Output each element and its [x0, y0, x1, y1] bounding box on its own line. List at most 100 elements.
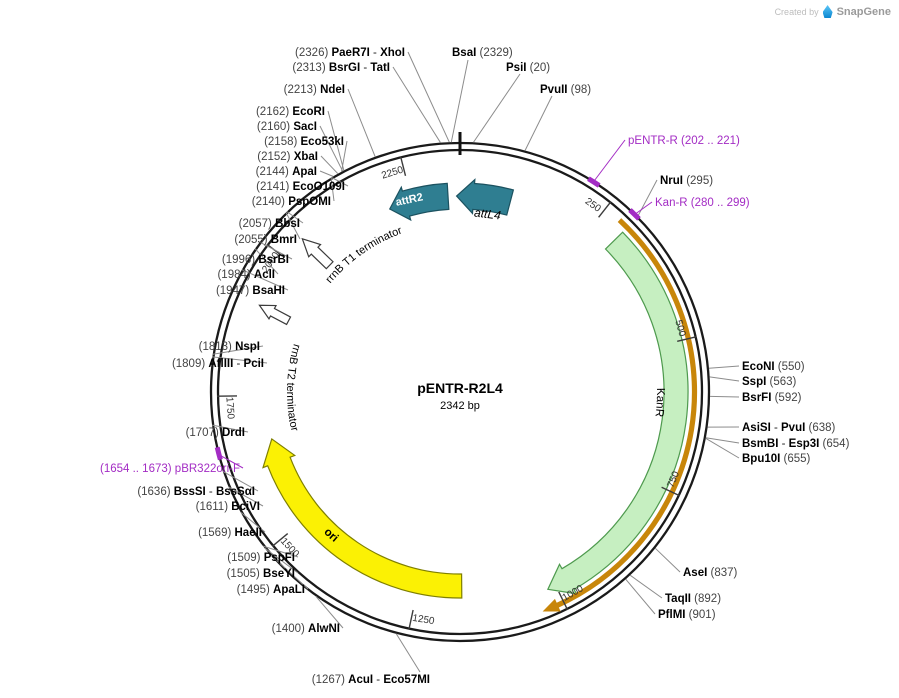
callout-line-pspfi: [262, 545, 299, 558]
site-label-nspi[interactable]: (1813) NspI: [199, 341, 260, 353]
callout-line-bcivi: [228, 486, 264, 507]
callout-line-afliii-pcii: [212, 356, 268, 364]
feature-label-rrnb-t2-terminator[interactable]: rrnB T2 terminator: [284, 343, 303, 433]
plasmid-title: pENTR-R2L4: [417, 380, 503, 396]
callout-line-bbsi: [286, 211, 304, 224]
feature-rrnb-t1-terminator[interactable]: [296, 233, 335, 272]
site-label-bsmbi-esp3i[interactable]: BsmBI - Esp3I (654): [742, 438, 850, 450]
tick-mark: [558, 591, 569, 611]
site-label-bseyi[interactable]: (1505) BseYI: [227, 568, 295, 580]
site-label-bpu10i[interactable]: Bpu10I (655): [742, 453, 811, 465]
callout-line-bsssi-bsss-i: [222, 470, 259, 492]
callout-line-pflmi: [625, 578, 656, 615]
feature-kanr[interactable]: [546, 231, 689, 595]
site-label-ecoo109i[interactable]: (2141) EcoO109I: [256, 181, 345, 193]
site-label-acui-eco57mi[interactable]: (1267) AcuI - Eco57MI: [312, 674, 430, 686]
site-label-pvuii[interactable]: PvuII (98): [540, 84, 591, 96]
site-label-asisi-pvui[interactable]: AsiSI - PvuI (638): [742, 422, 836, 434]
site-label-pspfi[interactable]: (1509) PspFI: [227, 552, 295, 564]
tick-mark: [598, 201, 612, 218]
callout-line-pspomi: [330, 177, 335, 202]
watermark-created-by: Created by: [774, 6, 819, 17]
primer-label-pentr-r[interactable]: pENTR-R (202 .. 221): [628, 135, 740, 147]
callout-line-apali: [268, 553, 309, 590]
site-label-acli[interactable]: (1984) AclI: [217, 269, 275, 281]
primer-region-pbr322ori-f[interactable]: [214, 446, 223, 461]
site-label-sspi[interactable]: SspI (563): [742, 376, 797, 388]
feature-attl4[interactable]: [455, 178, 515, 216]
site-label-bsssi-bsss-i[interactable]: (1636) BssSI - BssSαI: [137, 486, 255, 498]
callout-line-bpu10i: [705, 437, 740, 459]
site-label-alwni[interactable]: (1400) AlwNI: [272, 623, 340, 635]
tick-label: 250: [583, 196, 603, 215]
site-label-bsahi[interactable]: (1947) BsaHI: [216, 285, 285, 297]
callout-line-bsrgi-tati: [392, 66, 442, 144]
site-label-bcivi[interactable]: (1611) BciVI: [196, 501, 260, 513]
site-label-bmri[interactable]: (2055) BmrI: [234, 234, 297, 246]
callout-line-drdi: [212, 424, 249, 433]
callout-line-bsrbi: [259, 241, 293, 260]
callout-line-bsahi: [241, 269, 289, 291]
callout-line-pentr-r: [593, 139, 626, 182]
feature-label-attr2[interactable]: attR2: [395, 191, 424, 208]
feature-attr2[interactable]: [388, 182, 450, 222]
site-label-psii[interactable]: PsiI (20): [506, 62, 550, 74]
feature-kan-region-outline-arc[interactable]: [542, 218, 698, 612]
site-label-paer7i-xhoi[interactable]: (2326) PaeR7I - XhoI: [295, 47, 405, 59]
callout-line-psii: [472, 73, 521, 143]
site-label-haeii[interactable]: (1569) HaeII: [198, 527, 262, 539]
callout-line-bsmbi-esp3i: [705, 437, 740, 444]
site-label-eco53ki[interactable]: (2158) Eco53kI: [264, 136, 344, 148]
site-label-pflmi[interactable]: PflMI (901): [658, 609, 716, 621]
site-label-bsrfi[interactable]: BsrFI (592): [742, 392, 802, 404]
site-label-taqii[interactable]: TaqII (892): [665, 593, 721, 605]
primer-label-pbr322ori-f[interactable]: (1654 .. 1673) pBR322ori-F: [100, 463, 240, 475]
site-label-ndei[interactable]: (2213) NdeI: [284, 84, 345, 96]
callout-line-haeii: [240, 512, 266, 533]
site-label-xbai[interactable]: (2152) XbaI: [257, 151, 318, 163]
callout-line-apai: [319, 170, 334, 177]
feature-label-kanr[interactable]: KanR: [653, 388, 666, 418]
site-label-nrui[interactable]: NruI (295): [660, 175, 713, 187]
callout-line-eco53ki: [341, 140, 348, 172]
callout-line-pvuii: [524, 95, 553, 151]
tick-mark: [661, 486, 680, 497]
site-label-saci[interactable]: (2160) SacI: [257, 121, 317, 133]
watermark-brand: SnapGene: [836, 5, 891, 18]
feature-label-attl4[interactable]: attL4: [473, 205, 502, 222]
callout-line-paer7i-xhoi: [407, 51, 450, 143]
site-label-bsai[interactable]: BsaI (2329): [452, 47, 513, 59]
site-label-econi[interactable]: EcoNI (550): [742, 361, 805, 373]
callout-line-xbai: [320, 155, 339, 175]
tick-label: 1750: [223, 397, 236, 420]
features-layer: [256, 178, 698, 612]
primer-region-kan-r[interactable]: [628, 208, 641, 221]
site-label-apali[interactable]: (1495) ApaLI: [237, 584, 305, 596]
site-label-apai[interactable]: (2144) ApaI: [256, 166, 317, 178]
tick-label: 500: [672, 319, 687, 339]
site-label-ecori[interactable]: (2162) EcoRI: [256, 106, 325, 118]
callout-line-asei: [654, 547, 681, 573]
primer-region-pentr-r[interactable]: [587, 176, 601, 188]
feature-rrnb-t2-terminator[interactable]: [256, 299, 292, 328]
site-label-drdi[interactable]: (1707) DrdI: [186, 427, 245, 439]
callout-line-bmri: [285, 212, 301, 240]
tick-mark: [408, 609, 414, 630]
site-label-afliii-pcii[interactable]: (1809) AflIII - PciI: [172, 358, 264, 370]
site-label-bsrgi-tati[interactable]: (2313) BsrGI - TatI: [292, 62, 390, 74]
callout-line-taqii: [629, 574, 663, 599]
site-label-bsrbi[interactable]: (1996) BsrBI: [222, 254, 289, 266]
site-label-asei[interactable]: AseI (837): [683, 567, 738, 579]
callout-line-acui-eco57mi: [395, 633, 421, 673]
feature-label-rrnb-t1-terminator[interactable]: rrnB T1 terminator: [323, 225, 404, 286]
primer-label-kan-r[interactable]: Kan-R (280 .. 299): [655, 197, 750, 209]
tick-label: 1250: [411, 613, 435, 627]
callout-line-ecori: [327, 110, 345, 171]
site-label-bbsi[interactable]: (2057) BbsI: [239, 218, 300, 230]
callout-line-bsrfi: [709, 395, 740, 398]
tick-mark: [677, 336, 697, 342]
snapgene-watermark: Created by SnapGene: [775, 5, 891, 18]
feature-ori[interactable]: [262, 437, 463, 599]
site-label-pspomi[interactable]: (2140) PspOMI: [252, 196, 331, 208]
